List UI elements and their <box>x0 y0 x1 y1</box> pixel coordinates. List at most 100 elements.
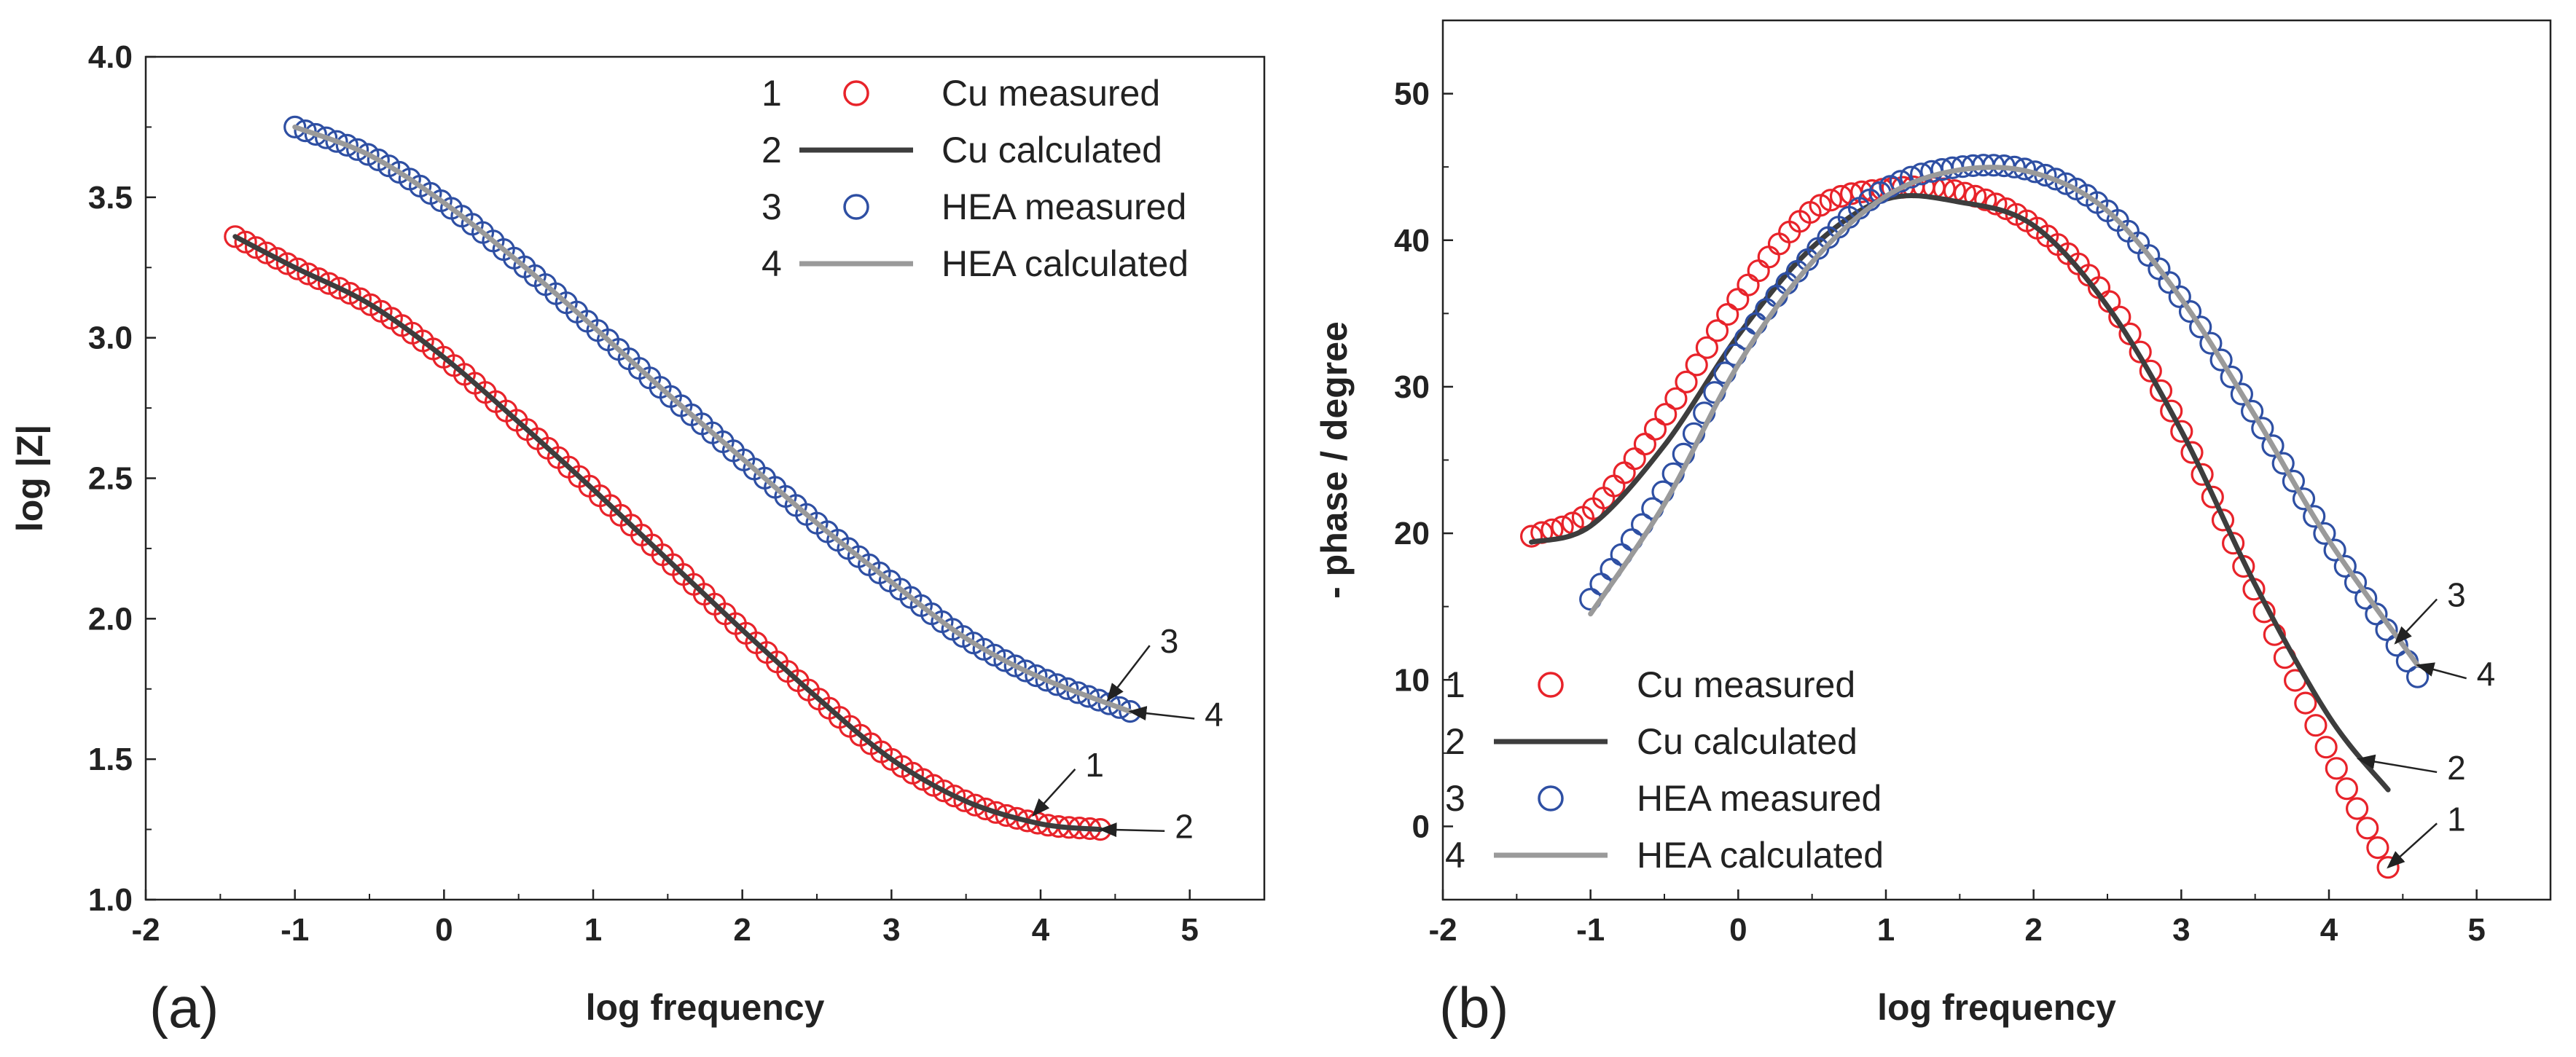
data-point <box>1633 432 1656 456</box>
data-point <box>2201 485 2224 508</box>
data-point <box>1716 303 1739 326</box>
data-point <box>2354 586 2378 610</box>
callout-arrow <box>2387 822 2438 869</box>
panel-label: (b) <box>1439 975 1508 1040</box>
data-point <box>2149 379 2173 403</box>
callout-label: 1 <box>1085 746 1104 784</box>
data-point <box>2220 365 2243 389</box>
data-point <box>2304 714 2328 737</box>
y-tick-label: 10 <box>1394 662 1430 698</box>
data-point <box>2160 399 2183 423</box>
legend-label: Cu measured <box>941 73 1160 114</box>
data-point <box>1974 188 1997 211</box>
data-point <box>1664 387 1688 410</box>
series-hea-measured <box>283 115 1142 723</box>
x-tick-label: 0 <box>1729 912 1747 948</box>
data-point <box>275 252 299 275</box>
y-axis-title: log |Z| <box>9 425 51 532</box>
data-point <box>2356 817 2379 840</box>
data-point <box>2365 602 2388 626</box>
x-tick-label: 5 <box>2467 912 2485 948</box>
data-point <box>2406 665 2430 688</box>
data-point <box>1613 461 1636 484</box>
legend-label: HEA calculated <box>941 243 1189 284</box>
x-tick-label: -2 <box>131 912 160 948</box>
x-tick-label: 2 <box>2024 912 2042 948</box>
data-point <box>317 272 341 295</box>
x-tick-label: 1 <box>1877 912 1895 948</box>
data-point <box>1003 654 1027 677</box>
series-cu-calculated <box>1529 192 2391 793</box>
callout-arrow <box>2394 598 2438 645</box>
data-point <box>1984 192 2008 216</box>
data-point <box>2222 532 2245 555</box>
data-point <box>307 267 330 291</box>
data-point <box>335 133 359 157</box>
data-point <box>1025 664 1048 688</box>
data-point <box>265 247 289 270</box>
callout-label: 1 <box>2447 800 2466 838</box>
data-point <box>2292 487 2316 511</box>
data-point <box>2335 777 2358 801</box>
data-point <box>2294 691 2317 715</box>
legend-marker-symbol <box>1538 785 1564 812</box>
data-point <box>1654 403 1677 426</box>
x-tick-label: 4 <box>1032 912 1050 948</box>
legend-label: HEA measured <box>941 186 1186 227</box>
plot-frame <box>1441 19 2552 901</box>
x-tick-label: 4 <box>2320 912 2338 948</box>
data-point <box>2251 417 2274 440</box>
callout-arrow <box>1128 706 1195 721</box>
data-point <box>1675 370 1698 394</box>
data-point <box>2314 736 2338 759</box>
y-tick-label: 3.0 <box>88 321 133 356</box>
x-axis-title: log frequency <box>1877 987 2116 1028</box>
legend-label: HEA measured <box>1637 778 1882 819</box>
legend: 1 Cu measured 2 Cu calculated 3 HEA measured 4… <box>1445 664 1884 876</box>
legend-label: Cu calculated <box>1637 721 1857 762</box>
data-point <box>1066 681 1089 704</box>
x-axis-title: log frequency <box>586 987 825 1028</box>
data-point <box>1726 288 1750 311</box>
x-tick-label: 3 <box>882 912 900 948</box>
data-point <box>1767 232 1791 256</box>
data-point <box>2282 469 2305 493</box>
data-point <box>1643 417 1667 441</box>
legend-id: 4 <box>762 243 782 284</box>
data-point <box>972 637 995 661</box>
data-point <box>325 130 348 153</box>
legend-id: 1 <box>762 73 782 114</box>
data-point <box>2189 315 2212 339</box>
callout-label: 4 <box>1205 695 1224 733</box>
data-point <box>1747 259 1770 283</box>
data-point <box>346 138 369 161</box>
data-point <box>2325 757 2348 780</box>
legend-id: 3 <box>762 186 782 227</box>
data-point <box>2170 420 2193 443</box>
data-point <box>1076 685 1100 708</box>
data-point <box>315 126 338 149</box>
data-point <box>1695 336 1718 359</box>
legend-marker-symbol <box>843 80 869 106</box>
data-point <box>953 789 976 812</box>
series-hea-calculated <box>1588 165 2421 668</box>
data-point <box>2323 538 2346 562</box>
data-point <box>304 122 327 146</box>
data-point <box>1705 319 1729 342</box>
legend-marker-symbol <box>1538 672 1564 698</box>
data-point <box>1035 669 1058 692</box>
series-line <box>1529 192 2391 793</box>
series-cu-calculated <box>232 234 1103 833</box>
callout-arrow <box>1106 645 1151 702</box>
legend-label: HEA calculated <box>1637 835 1884 876</box>
y-tick-label: 1.0 <box>88 882 133 918</box>
x-tick-label: -1 <box>281 912 309 948</box>
x-tick-label: 0 <box>435 912 453 948</box>
legend-id: 4 <box>1445 835 1465 876</box>
data-point <box>2366 836 2389 860</box>
data-point <box>1014 659 1038 683</box>
legend-id: 3 <box>1445 778 1465 819</box>
y-tick-label: 40 <box>1394 223 1430 259</box>
data-point <box>2303 505 2326 528</box>
data-point <box>1045 673 1069 696</box>
